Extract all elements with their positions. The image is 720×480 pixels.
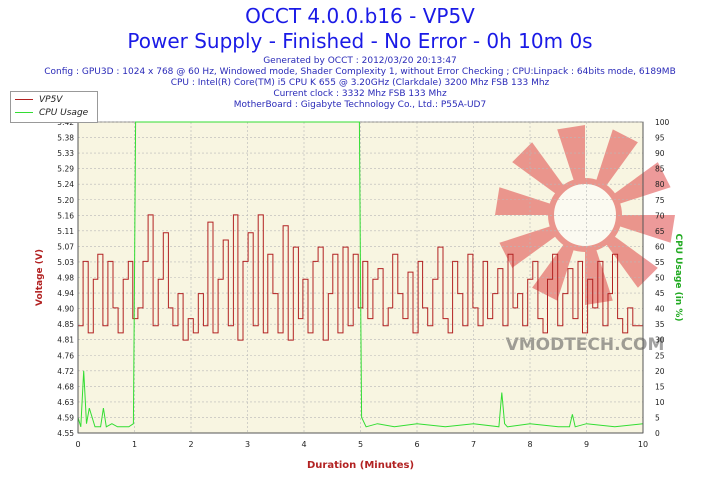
- y-tick-label: 5.07: [57, 242, 74, 251]
- y2-tick-label: 40: [655, 305, 665, 314]
- x-axis-label: Duration (Minutes): [307, 460, 414, 471]
- legend-swatch-vp5v: [15, 99, 33, 100]
- y-tick-label: 5.11: [57, 227, 74, 236]
- y-tick-label: 4.90: [57, 305, 74, 314]
- info-generated: Generated by OCCT : 2012/03/20 20:13:47: [263, 56, 457, 66]
- y2-tick-label: 45: [655, 289, 665, 298]
- x-tick-label: 7: [471, 440, 476, 449]
- x-tick-label: 5: [358, 440, 363, 449]
- info-motherboard: MotherBoard : Gigabyte Technology Co., L…: [233, 100, 487, 110]
- x-tick-label: 4: [301, 440, 306, 449]
- y2-tick-label: 20: [655, 367, 665, 376]
- y2-tick-label: 65: [655, 227, 665, 236]
- y2-axis-label: CPU Usage (in %): [673, 234, 683, 322]
- y-tick-label: 4.55: [57, 429, 74, 438]
- y2-tick-label: 75: [655, 196, 665, 205]
- x-tick-label: 8: [527, 440, 532, 449]
- y-tick-label: 5.03: [57, 258, 74, 267]
- y-tick-label: 4.94: [57, 289, 74, 298]
- y2-tick-label: 95: [655, 134, 665, 143]
- y2-tick-label: 50: [655, 274, 665, 283]
- y2-tick-label: 0: [655, 429, 660, 438]
- info-clock: Current clock : 3332 Mhz FSB 133 Mhz: [273, 89, 447, 99]
- legend-label-vp5v: VP5V: [39, 95, 63, 105]
- chart-title: OCCT 4.0.0.b16 - VP5V: [245, 4, 475, 28]
- legend-swatch-cpu-usage: [15, 112, 33, 113]
- y-tick-label: 5.29: [57, 165, 74, 174]
- y-tick-label: 5.24: [57, 180, 74, 189]
- x-tick-label: 6: [414, 440, 419, 449]
- legend-label-cpu-usage: CPU Usage: [39, 108, 89, 118]
- y-tick-label: 4.85: [57, 320, 74, 329]
- y-tick-label: 4.59: [57, 413, 74, 422]
- y-tick-label: 4.98: [57, 274, 74, 283]
- y-tick-label: 4.63: [57, 398, 74, 407]
- y-tick-label: 4.72: [57, 367, 74, 376]
- y2-tick-label: 80: [655, 180, 665, 189]
- watermark-ring: [548, 178, 622, 252]
- x-tick-label: 9: [584, 440, 589, 449]
- y2-tick-label: 30: [655, 336, 665, 345]
- y2-tick-label: 60: [655, 242, 665, 251]
- x-tick-label: 3: [245, 440, 250, 449]
- y-tick-label: 5.33: [57, 149, 74, 158]
- chart-subtitle: Power Supply - Finished - No Error - 0h …: [127, 29, 593, 53]
- info-cpu: CPU : Intel(R) Core(TM) i5 CPU K 655 @ 3…: [170, 78, 550, 88]
- legend-item-cpu-usage: CPU Usage: [15, 107, 88, 119]
- y2-tick-label: 25: [655, 351, 665, 360]
- y-tick-label: 4.76: [57, 351, 74, 360]
- legend-item-vp5v: VP5V: [15, 94, 62, 106]
- y-tick-label: 5.20: [57, 196, 74, 205]
- y2-tick-label: 90: [655, 149, 665, 158]
- watermark-text: VMODTECH.COM: [506, 335, 665, 355]
- x-tick-label: 2: [188, 440, 193, 449]
- y2-tick-label: 55: [655, 258, 665, 267]
- x-tick-label: 0: [75, 440, 80, 449]
- y-tick-label: 5.38: [57, 134, 74, 143]
- info-config: Config : GPU3D : 1024 x 768 @ 60 Hz, Win…: [44, 67, 676, 77]
- y-tick-label: 5.16: [57, 211, 74, 220]
- y-tick-label: 4.68: [57, 382, 74, 391]
- x-tick-label: 10: [638, 440, 648, 449]
- x-tick-label: 1: [132, 440, 137, 449]
- y-axis-label: Voltage (V): [35, 249, 45, 306]
- y2-tick-label: 85: [655, 165, 665, 174]
- y2-tick-label: 10: [655, 398, 665, 407]
- y2-tick-label: 5: [655, 413, 660, 422]
- legend: VP5V CPU Usage: [10, 91, 98, 123]
- y2-tick-label: 15: [655, 382, 665, 391]
- watermark: VMODTECH.COM: [495, 125, 675, 355]
- series-line-cpu-usage: [77, 121, 644, 428]
- y2-tick-label: 100: [655, 118, 670, 127]
- y2-tick-label: 70: [655, 211, 665, 220]
- y2-tick-label: 35: [655, 320, 665, 329]
- y-tick-label: 4.81: [57, 336, 74, 345]
